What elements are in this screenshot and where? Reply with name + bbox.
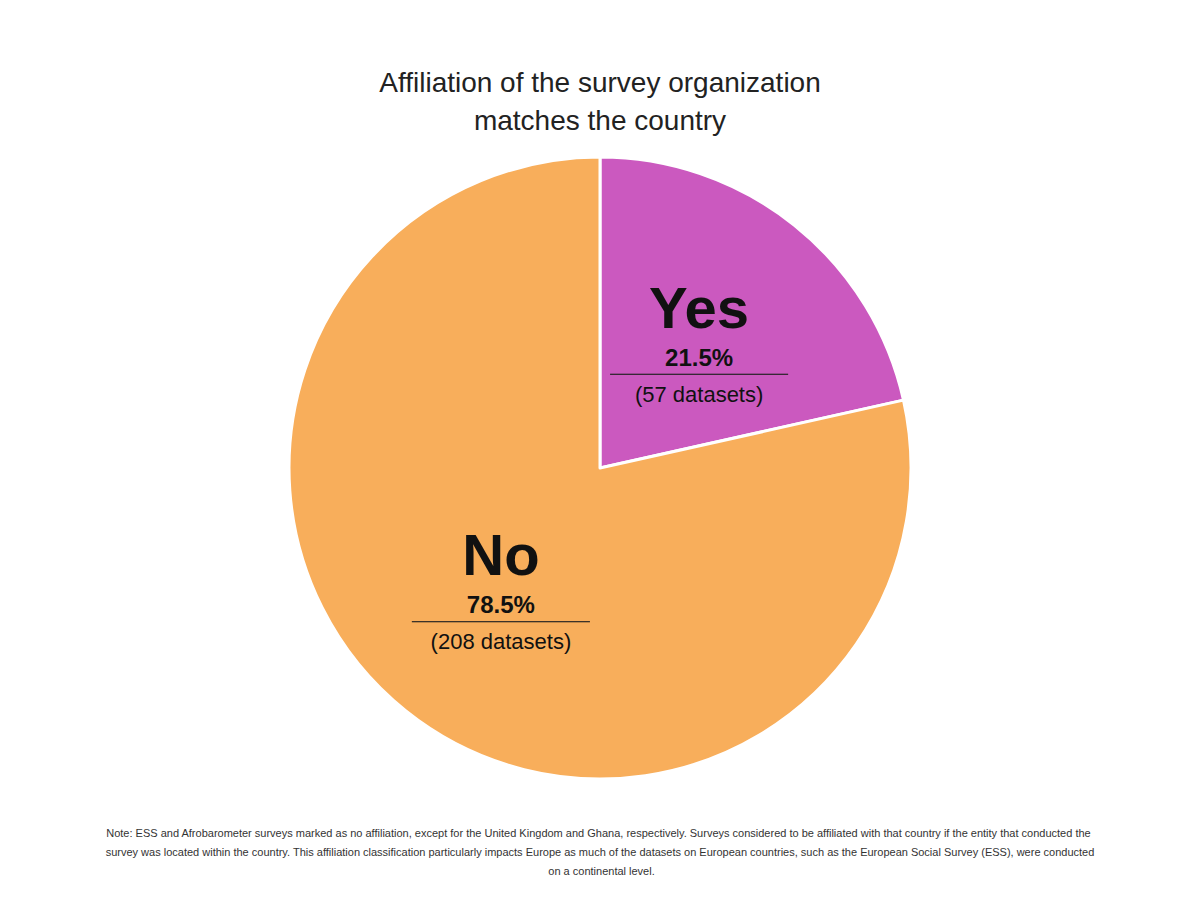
svg-text:on a continental level.: on a continental level. <box>545 865 654 877</box>
svg-text:Note: ESS and Afrobarometer su: Note: ESS and Afrobarometer surveys mark… <box>106 827 1094 839</box>
svg-text:21.5%: 21.5% <box>665 344 733 371</box>
svg-text:matches the country: matches the country <box>474 105 726 136</box>
svg-text:78.5%: 78.5% <box>467 591 535 618</box>
svg-text:survey was located within the: survey was located within the country. T… <box>106 846 1095 858</box>
svg-text:Affiliation of the survey orga: Affiliation of the survey organization <box>379 67 821 98</box>
svg-text:No: No <box>462 522 539 587</box>
svg-text:(57 datasets): (57 datasets) <box>635 382 763 407</box>
svg-text:Yes: Yes <box>649 275 749 340</box>
svg-text:(208 datasets): (208 datasets) <box>431 629 572 654</box>
